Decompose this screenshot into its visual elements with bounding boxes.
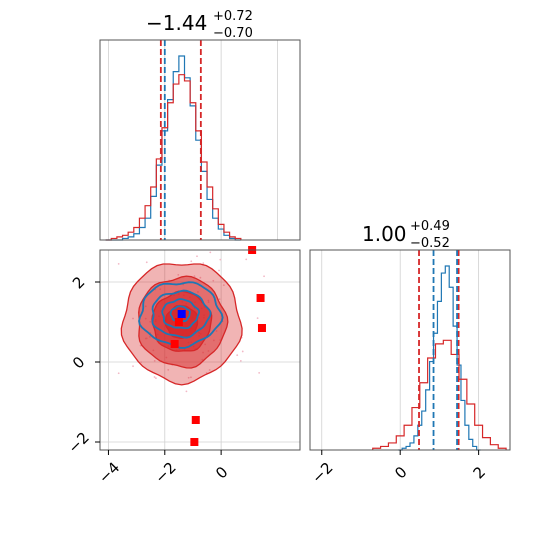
y-tick-label: 0 — [69, 353, 88, 372]
sample-point — [153, 359, 156, 362]
x-tick-label: −2 — [151, 459, 179, 487]
sample-point — [241, 350, 244, 353]
panel-bottom-left: −4 −2 0 −202 — [65, 246, 301, 487]
sample-point — [117, 263, 120, 265]
x-ticks: −4 −2 0 — [95, 450, 232, 487]
title-minus: −0.70 — [213, 26, 253, 41]
red-marker — [191, 416, 200, 424]
grid — [108, 40, 278, 240]
y-tick-label: 2 — [69, 273, 88, 292]
panel-top-left: −1.44 +0.72 −0.70 — [99, 9, 301, 241]
histogram-step — [105, 74, 242, 241]
title-minus: −0.52 — [410, 236, 450, 251]
sample-point — [245, 258, 248, 261]
sample-point — [196, 255, 198, 258]
sample-point — [187, 376, 190, 379]
x-tick-label: 0 — [391, 463, 410, 482]
red-marker — [257, 324, 266, 332]
sample-point — [190, 260, 193, 263]
panel-bottom-right: −2 0 2 1.00 +0.49 −0.52 — [308, 219, 511, 487]
red-marker — [256, 294, 265, 302]
sample-point — [208, 369, 211, 371]
grid — [321, 250, 480, 450]
sample-point — [132, 365, 134, 368]
title-plus: +0.49 — [410, 219, 450, 234]
sample-point — [202, 262, 205, 265]
sample-point — [239, 360, 242, 362]
blue-contour — [138, 281, 224, 349]
sample-point — [155, 377, 157, 380]
sample-point — [193, 275, 196, 278]
sample-point — [218, 298, 221, 301]
histogram-series — [372, 265, 507, 451]
sample-point — [219, 258, 222, 261]
axes-frame — [99, 39, 301, 241]
sample-point — [132, 317, 134, 320]
y-tick-label: −2 — [65, 429, 93, 457]
histogram-step — [398, 265, 481, 451]
red-marker — [190, 438, 199, 446]
sample-point — [145, 261, 148, 264]
sample-point — [177, 273, 180, 276]
title-value: 1.00 — [362, 222, 407, 246]
sample-point — [199, 276, 202, 279]
quantile-lines — [418, 250, 460, 450]
x-tick-label: 0 — [212, 463, 231, 482]
sample-point — [167, 368, 170, 371]
sample-point — [222, 284, 225, 287]
sample-point — [258, 371, 261, 374]
title-plus: +0.72 — [213, 9, 253, 24]
sample-point — [218, 269, 220, 272]
red-marker — [170, 340, 179, 348]
quantile-lines — [159, 40, 202, 240]
contours — [120, 263, 243, 386]
axes-frame — [99, 249, 301, 451]
blue-marker — [177, 310, 186, 318]
sample-point — [263, 275, 265, 278]
title-value: −1.44 — [146, 11, 207, 35]
x-tick-label: −2 — [308, 459, 336, 487]
blue-contour — [169, 305, 191, 323]
sample-point — [185, 390, 188, 393]
axes-frame — [309, 249, 511, 451]
red-marker — [174, 318, 183, 326]
sample-point — [190, 376, 192, 379]
sample-point — [209, 251, 212, 254]
x-tick-label: 2 — [470, 463, 489, 482]
sample-point — [153, 376, 156, 378]
y-ticks: −2 0 2 — [65, 273, 100, 457]
sample-point — [236, 354, 239, 357]
sample-point — [140, 361, 143, 364]
sample-point — [256, 317, 259, 319]
histogram-step — [372, 339, 507, 450]
blue-contour — [151, 289, 212, 339]
blue-contour — [161, 298, 200, 330]
sample-point — [117, 372, 120, 375]
x-ticks: −2 0 2 — [308, 450, 489, 487]
histogram-series — [105, 55, 242, 241]
x-tick-label: −4 — [95, 459, 123, 487]
sample-point — [212, 279, 215, 282]
